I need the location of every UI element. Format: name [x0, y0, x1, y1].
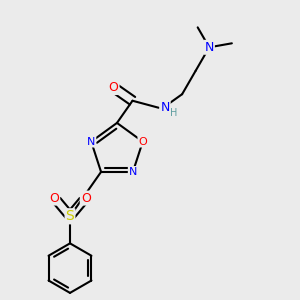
- Text: S: S: [66, 209, 74, 223]
- Text: O: O: [138, 136, 147, 147]
- Text: N: N: [129, 167, 137, 177]
- Text: N: N: [87, 136, 95, 147]
- Text: O: O: [50, 192, 59, 205]
- Text: N: N: [160, 101, 170, 114]
- Text: O: O: [109, 81, 118, 94]
- Text: H: H: [170, 108, 178, 118]
- Text: O: O: [81, 192, 91, 205]
- Text: N: N: [205, 41, 214, 54]
